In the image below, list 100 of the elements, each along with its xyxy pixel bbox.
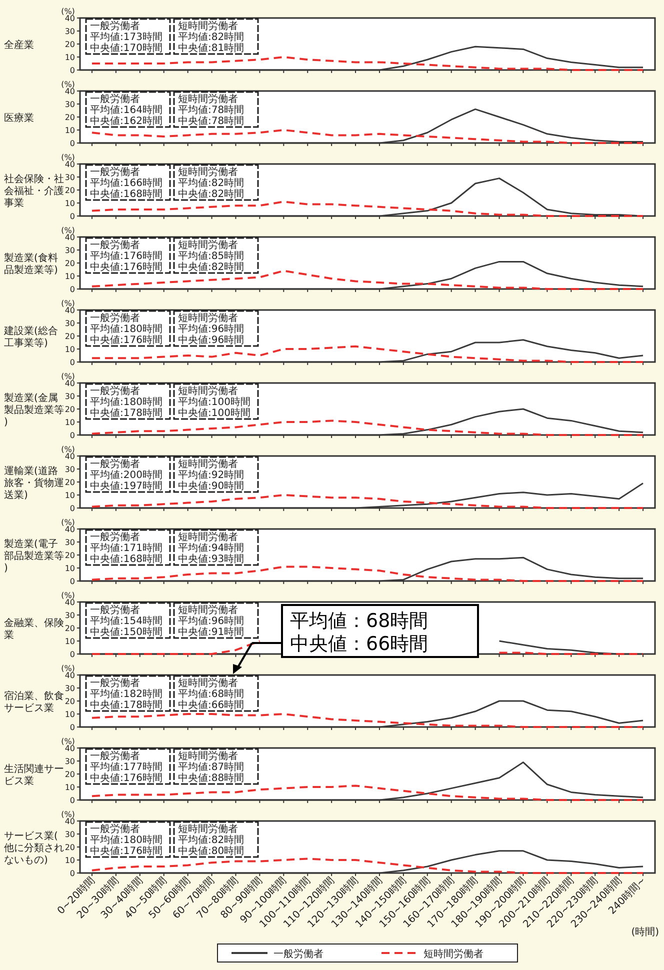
annotation: 短時間労働者 [178, 604, 238, 616]
text: 運輸業(道路旅客・貨物運送業) [4, 465, 64, 501]
text: 製造業(電子部品製造業等) [4, 538, 64, 574]
annotation: 中央値:168時間 [90, 553, 162, 565]
y-tick-label: 20 [64, 551, 75, 560]
annotation: 一般労働者 [90, 385, 140, 397]
y-tick-label: 20 [64, 405, 75, 414]
y-tick-label: 40 [64, 14, 75, 23]
annotation: 中央値:176時間 [90, 261, 162, 273]
y-tick-label: 0 [70, 66, 75, 75]
y-tick-label: 10 [64, 856, 75, 865]
y-tick-label: 0 [70, 285, 75, 294]
annotation: 中央値:80時間 [178, 845, 244, 857]
annotation: 一般労働者 [90, 604, 140, 616]
y-tick-label: 40 [64, 379, 75, 388]
y-tick-label: 10 [64, 637, 75, 646]
text: 医療業 [4, 112, 34, 124]
y-tick-label: 20 [64, 186, 75, 195]
y-tick-label: 30 [64, 611, 75, 620]
annotation: 平均値：68時間 [290, 610, 428, 632]
text: サービス業(他に分類されないもの) [4, 830, 64, 866]
y-tick-label: 30 [64, 684, 75, 693]
annotation: 一般労働者 [90, 458, 140, 470]
annotation: 短時間労働者 [178, 166, 238, 178]
y-tick-label: 10 [64, 126, 75, 135]
annotation: 平均値:171時間 [90, 542, 162, 554]
y-axis-title: (%) [61, 226, 75, 235]
y-tick-label: 30 [64, 27, 75, 36]
annotation: 中央値:178時間 [90, 699, 162, 711]
y-axis-title: (%) [61, 299, 75, 308]
y-axis-title: (%) [61, 153, 75, 162]
y-tick-label: 20 [64, 113, 75, 122]
annotation: 平均値:92時間 [178, 469, 244, 481]
y-tick-label: 10 [64, 345, 75, 354]
annotation: 一般労働者 [90, 677, 140, 689]
annotation: 中央値:176時間 [90, 334, 162, 346]
annotation: 一般労働者 [90, 312, 140, 324]
y-tick-label: 0 [70, 577, 75, 586]
annotation: 中央値:178時間 [90, 407, 162, 419]
annotation: 平均値:164時間 [90, 104, 162, 116]
annotation: 平均値:180時間 [90, 396, 162, 408]
y-tick-label: 20 [64, 259, 75, 268]
y-axis-title: (%) [61, 664, 75, 673]
y-axis-title: (%) [61, 810, 75, 819]
y-tick-label: 10 [64, 564, 75, 573]
annotation: 中央値:150時間 [90, 626, 162, 638]
y-tick-label: 0 [70, 723, 75, 732]
annotation: 中央値:176時間 [90, 772, 162, 784]
annotation: 平均値:180時間 [90, 323, 162, 335]
y-tick-label: 0 [70, 431, 75, 440]
y-tick-label: 0 [70, 869, 75, 878]
y-tick-label: 30 [64, 465, 75, 474]
annotation: 中央値:176時間 [90, 845, 162, 857]
y-tick-label: 20 [64, 624, 75, 633]
annotation: 短時間労働者 [178, 531, 238, 543]
y-tick-label: 10 [64, 418, 75, 427]
y-tick-label: 20 [64, 332, 75, 341]
y-tick-label: 40 [64, 817, 75, 826]
annotation: 中央値:100時間 [178, 407, 250, 419]
annotation: 平均値:180時間 [90, 834, 162, 846]
y-tick-label: 40 [64, 452, 75, 461]
y-tick-label: 0 [70, 358, 75, 367]
y-tick-label: 40 [64, 598, 75, 607]
annotation: 平均値:94時間 [178, 542, 244, 554]
annotation: 中央値：66時間 [290, 633, 428, 655]
text: 金融業、保険業 [4, 617, 64, 641]
annotation: 一般労働者 [90, 531, 140, 543]
y-tick-label: 0 [70, 139, 75, 148]
y-tick-label: 20 [64, 843, 75, 852]
annotation: 中央値:96時間 [178, 334, 244, 346]
y-tick-label: 10 [64, 272, 75, 281]
annotation: 中央値:91時間 [178, 626, 244, 638]
y-tick-label: 30 [64, 392, 75, 401]
y-axis-title: (%) [61, 737, 75, 746]
annotation: 短時間労働者 [178, 458, 238, 470]
y-axis-title: (%) [61, 518, 75, 527]
annotation: 平均値:182時間 [90, 688, 162, 700]
annotation: 中央値:66時間 [178, 699, 244, 711]
annotation: 平均値:85時間 [178, 250, 244, 262]
annotation: 平均値:100時間 [178, 396, 250, 408]
annotation: 中央値:82時間 [178, 188, 244, 200]
annotation: 一般労働者 [90, 823, 140, 835]
annotation: 平均値:78時間 [178, 104, 244, 116]
annotation: 平均値:177時間 [90, 761, 162, 773]
annotation: 中央値:168時間 [90, 188, 162, 200]
y-tick-label: 0 [70, 504, 75, 513]
annotation: 短時間労働者 [178, 823, 238, 835]
annotation: 中央値:82時間 [178, 261, 244, 273]
annotation: 中央値:81時間 [178, 42, 244, 54]
y-tick-label: 30 [64, 319, 75, 328]
text: 製造業(食料品製造業等) [4, 252, 58, 276]
annotation: 短時間労働者 [178, 20, 238, 32]
y-tick-label: 0 [70, 212, 75, 221]
annotation: 短時間労働者 [178, 312, 238, 324]
annotation: 平均値:82時間 [178, 177, 244, 189]
text: 製造業(金属製品製造業等) [4, 392, 64, 428]
annotation: 短時間労働者 [178, 750, 238, 762]
annotation: 平均値:96時間 [178, 615, 244, 627]
annotation: 一般労働者 [90, 239, 140, 251]
annotation: 中央値:90時間 [178, 480, 244, 492]
